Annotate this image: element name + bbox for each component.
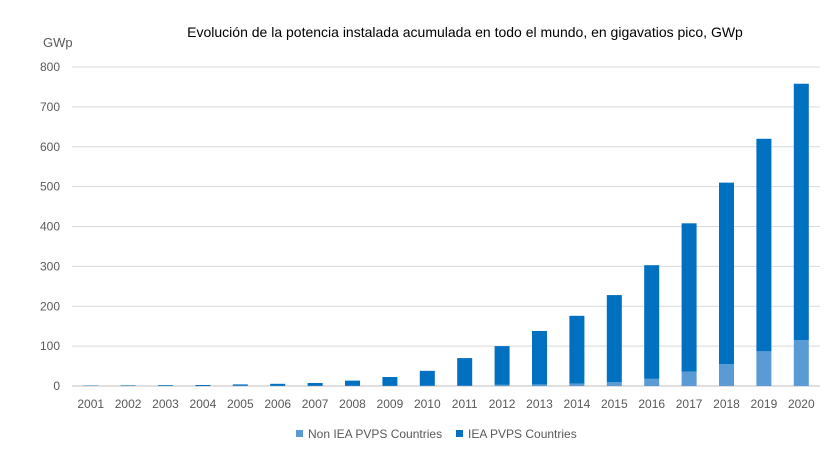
bar-segment-non-iea-pvps: [569, 383, 585, 386]
y-tick-label: 600: [40, 140, 60, 154]
x-tick-label: 2010: [414, 397, 441, 411]
y-tick-label: 100: [40, 339, 60, 353]
y-tick-label: 800: [40, 60, 60, 74]
bar-segment-iea-pvps: [232, 384, 248, 386]
y-tick-label: 300: [40, 259, 60, 273]
bar-segment-non-iea-pvps: [532, 384, 547, 386]
y-tick-label: 200: [40, 299, 60, 313]
chart-title: Evolución de la potencia instalada acumu…: [187, 24, 743, 40]
x-tick-label: 2009: [377, 397, 404, 411]
y-tick-label: 700: [40, 100, 60, 114]
x-tick-label: 2005: [227, 397, 254, 411]
bar-segment-non-iea-pvps: [756, 351, 772, 386]
bar-segment-iea-pvps: [382, 377, 398, 386]
x-tick-label: 2011: [452, 397, 478, 411]
x-tick-label: 2017: [676, 397, 703, 411]
x-axis-ticks: 2001 2002 2003 2004 2005 2006 2007 2008 2009 2010…: [77, 397, 815, 411]
bar-segment-iea-pvps: [756, 138, 772, 352]
x-tick-label: 2012: [489, 397, 516, 411]
legend-swatch: [296, 430, 303, 437]
bar-segment-non-iea-pvps: [719, 364, 734, 386]
bar-segment-non-iea-pvps: [793, 340, 809, 386]
bar-segment-iea-pvps: [532, 330, 547, 385]
bar-segment-iea-pvps: [681, 223, 697, 372]
legend-label: Non IEA PVPS Countries: [308, 427, 442, 441]
bar-segment-non-iea-pvps: [681, 371, 697, 386]
bar-segment-iea-pvps: [457, 358, 473, 386]
x-tick-label: 2014: [564, 397, 591, 411]
bar-segment-iea-pvps: [644, 265, 660, 379]
legend-swatch: [456, 430, 463, 437]
bar-segment-non-iea-pvps: [644, 378, 660, 386]
bars: [83, 83, 809, 386]
bar-segment-iea-pvps: [345, 380, 360, 386]
x-tick-label: 2004: [190, 397, 217, 411]
bar-segment-iea-pvps: [120, 385, 136, 386]
x-tick-label: 2008: [339, 397, 366, 411]
legend: Non IEA PVPS Countries IEA PVPS Countries: [296, 427, 577, 441]
y-tick-label: 400: [40, 220, 60, 234]
y-tick-label: 500: [40, 180, 60, 194]
bar-segment-iea-pvps: [158, 385, 173, 386]
bar-segment-iea-pvps: [606, 295, 622, 383]
x-tick-label: 2001: [77, 397, 104, 411]
bar-segment-iea-pvps: [719, 182, 734, 365]
bar-segment-non-iea-pvps: [494, 384, 510, 386]
y-axis-ticks: 0 100 200 300 400 500 600 700 800: [40, 60, 60, 393]
x-tick-label: 2015: [601, 397, 628, 411]
x-tick-label: 2013: [526, 397, 553, 411]
x-tick-label: 2020: [788, 397, 815, 411]
gridlines: [72, 66, 820, 387]
x-tick-label: 2016: [638, 397, 665, 411]
bar-segment-iea-pvps: [307, 383, 323, 386]
x-tick-label: 2002: [115, 397, 142, 411]
legend-label: IEA PVPS Countries: [468, 427, 577, 441]
x-tick-label: 2018: [713, 397, 740, 411]
bar-segment-iea-pvps: [419, 370, 435, 386]
bar-segment-iea-pvps: [195, 385, 211, 386]
bar-segment-iea-pvps: [270, 383, 286, 386]
x-tick-label: 2003: [152, 397, 179, 411]
y-axis-unit-label: GWp: [43, 35, 73, 50]
x-tick-label: 2019: [751, 397, 778, 411]
x-tick-label: 2007: [302, 397, 329, 411]
bar-segment-iea-pvps: [569, 315, 585, 384]
x-tick-label: 2006: [264, 397, 291, 411]
bar-segment-iea-pvps: [793, 83, 809, 341]
bar-segment-iea-pvps: [494, 346, 510, 385]
bar-segment-non-iea-pvps: [606, 382, 622, 386]
y-tick-label: 0: [53, 379, 60, 393]
